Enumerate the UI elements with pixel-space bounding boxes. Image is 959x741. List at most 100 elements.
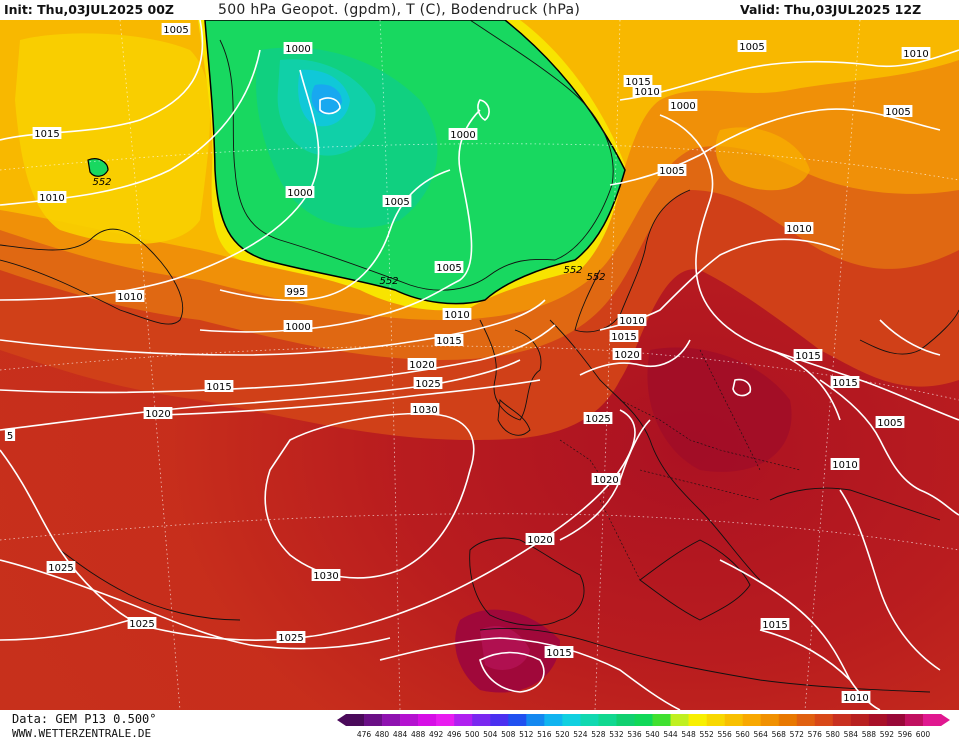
colorbar-tick-label: 572 [790, 730, 805, 739]
isobar-label: 1005 [434, 261, 464, 274]
svg-text:1015: 1015 [625, 77, 650, 88]
colorbar-swatch [742, 714, 761, 726]
colorbar-swatch [364, 714, 383, 726]
colorbar-swatch [886, 714, 906, 726]
colorbar-swatch [346, 714, 365, 726]
svg-text:1010: 1010 [634, 87, 659, 98]
data-source-label: Data: GEM P13 0.500° [12, 712, 157, 726]
isobar-label: 1015 [609, 330, 639, 343]
colorbar-swatch [544, 714, 563, 726]
isobar-label: 1010 [901, 47, 931, 60]
colorbar-tick-label: 504 [483, 730, 498, 739]
svg-text:1000: 1000 [670, 101, 695, 112]
isobar-label: 1015 [760, 618, 790, 631]
isobar-label: 1020 [591, 473, 621, 486]
footer-bar: Data: GEM P13 0.500° WWW.WETTERZENTRALE.… [0, 710, 959, 741]
svg-text:1005: 1005 [436, 263, 461, 274]
svg-text:1000: 1000 [285, 322, 310, 333]
colorbar-tick-label: 484 [393, 730, 408, 739]
colorbar-tick-label: 480 [375, 730, 390, 739]
colorbar-tick-label: 596 [898, 730, 913, 739]
isobar-label: 1010 [617, 314, 647, 327]
svg-text:1005: 1005 [877, 418, 902, 429]
colorbar-swatch [436, 714, 455, 726]
colorbar-tick-label: 488 [411, 730, 426, 739]
isobar-label: 1025 [127, 617, 157, 630]
colorbar-tick-label: 592 [880, 730, 895, 739]
isobar-label: 1010 [442, 308, 472, 321]
isobar-label: 1000 [668, 99, 698, 112]
colorbar-tick-label: 512 [519, 730, 534, 739]
colorbar-tick-label: 556 [717, 730, 732, 739]
geopot-label: 552 [92, 177, 111, 188]
svg-text:1015: 1015 [762, 620, 787, 631]
svg-text:1015: 1015 [611, 332, 636, 343]
isobar-label: 1025 [46, 561, 76, 574]
colorbar-tick-label: 508 [501, 730, 516, 739]
isobar-label: 1005 [657, 164, 687, 177]
colorbar-swatch [796, 714, 816, 726]
svg-text:1020: 1020 [527, 535, 552, 546]
colorbar-tick-label: 540 [645, 730, 660, 739]
isobar-label: 1010 [784, 222, 814, 235]
svg-text:1005: 1005 [885, 107, 910, 118]
isobar-label: 1005 [161, 23, 191, 36]
svg-text:1025: 1025 [129, 619, 154, 630]
init-time-label: Init: Thu,03JUL2025 00Z [4, 2, 174, 17]
isobar-label: 5 [4, 429, 16, 442]
isobar-label: 1010 [841, 691, 871, 704]
colorbar-tick-label: 524 [573, 730, 588, 739]
colorbar-tick-label: 576 [808, 730, 823, 739]
colorbar-tick-label: 560 [736, 730, 751, 739]
isobar-label: 1000 [283, 42, 313, 55]
isobar-label: 1015 [623, 75, 653, 88]
svg-text:1010: 1010 [786, 224, 811, 235]
svg-text:1025: 1025 [278, 633, 303, 644]
colorbar-tick-label: 552 [699, 730, 714, 739]
isobar-label: 1000 [448, 128, 478, 141]
isobar-label: 1020 [143, 407, 173, 420]
isobar-label: 995 [284, 285, 308, 298]
colorbar-swatch [670, 714, 689, 726]
svg-text:1010: 1010 [117, 292, 142, 303]
colorbar-swatch [922, 714, 942, 726]
isobar-label: 1030 [410, 403, 440, 416]
isobar-label: 1015 [793, 349, 823, 362]
svg-text:1025: 1025 [585, 414, 610, 425]
svg-text:1000: 1000 [287, 188, 312, 199]
color-scale-legend: 476 480 484 488 492 496 500 504 508 512 516 520 524 5… [337, 714, 950, 739]
svg-text:1000: 1000 [285, 44, 310, 55]
colorbar-tick-label: 528 [591, 730, 606, 739]
valid-time-label: Valid: Thu,03JUL2025 12Z [740, 2, 922, 17]
svg-text:1010: 1010 [832, 460, 857, 471]
colorbar-tick-label: 564 [754, 730, 769, 739]
isobar-label: 1000 [283, 320, 313, 333]
isobar-label: 1020 [525, 533, 555, 546]
colorbar-max-arrow [941, 714, 950, 726]
isobar-label: 1005 [875, 416, 905, 429]
isobar-label: 1010 [632, 85, 662, 98]
svg-text:1005: 1005 [739, 42, 764, 53]
colorbar-swatch [400, 714, 419, 726]
colorbar-swatch [814, 714, 834, 726]
colorbar-swatch [472, 714, 491, 726]
colorbar-swatch [562, 714, 581, 726]
svg-text:1020: 1020 [409, 360, 434, 371]
colorbar-swatch [688, 714, 707, 726]
svg-text:1025: 1025 [415, 379, 440, 390]
isobar-label: 1015 [204, 380, 234, 393]
svg-text:1015: 1015 [546, 648, 571, 659]
svg-text:1030: 1030 [313, 571, 338, 582]
svg-text:1015: 1015 [34, 129, 59, 140]
svg-text:1015: 1015 [832, 378, 857, 389]
colorbar-tick-label: 568 [772, 730, 787, 739]
isobar-label: 1025 [276, 631, 306, 644]
colorbar-tick-label: 588 [862, 730, 877, 739]
colorbar-tick-label: 496 [447, 730, 462, 739]
colorbar-swatch [382, 714, 401, 726]
isobar-label: 1025 [413, 377, 443, 390]
colorbar-tick-label: 548 [681, 730, 696, 739]
colorbar-tick-label: 584 [844, 730, 859, 739]
isobar-label: 1015 [32, 127, 62, 140]
chart-title: 500 hPa Geopot. (gpdm), T (C), Bodendruc… [218, 2, 581, 18]
